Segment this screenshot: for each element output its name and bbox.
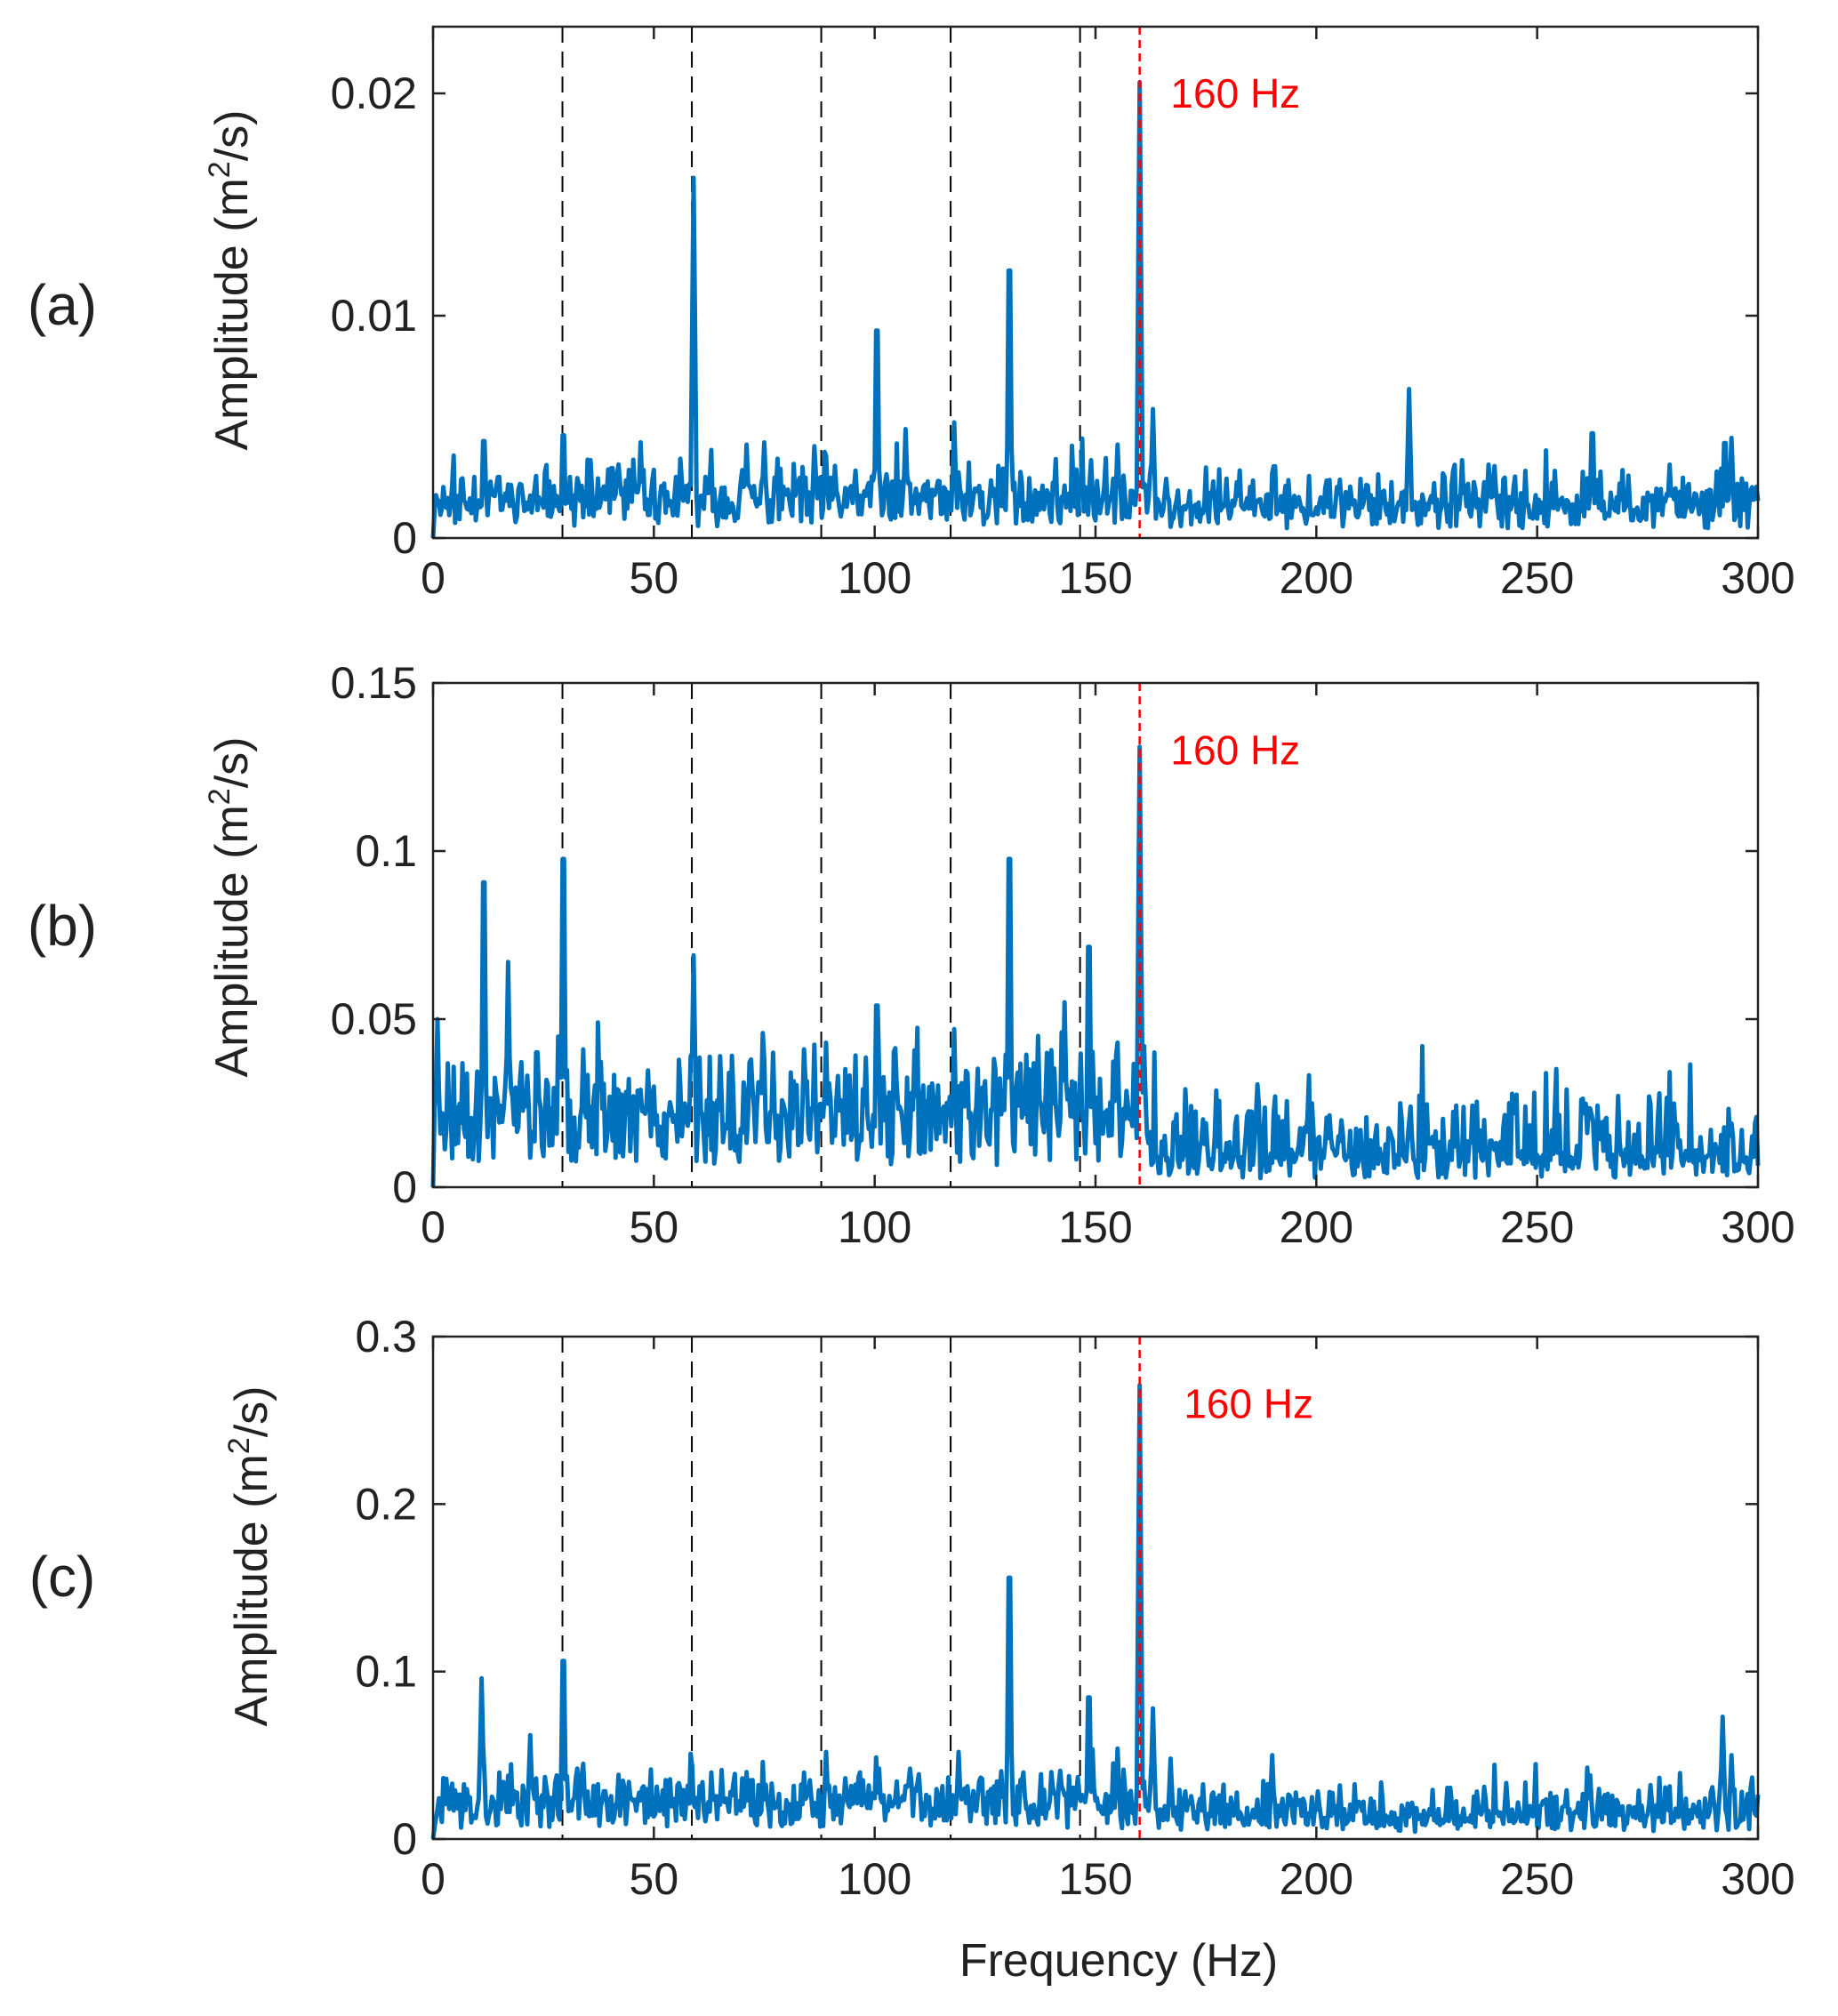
y-tick-label: 0.02 [331, 68, 417, 118]
spectrum-series [430, 1383, 1761, 1840]
x-tick-label: 200 [1280, 1854, 1353, 1904]
x-tick-label: 100 [838, 1854, 911, 1904]
y-tick-label: 0.15 [331, 658, 417, 708]
panel-label: (b) [28, 894, 97, 958]
x-tick-label: 100 [838, 1202, 911, 1252]
y-axis-label: Amplitude (m2/s) [222, 1386, 277, 1727]
x-tick-label: 250 [1500, 553, 1574, 603]
x-tick-label: 0 [421, 1202, 445, 1252]
x-tick-label: 200 [1280, 553, 1353, 603]
peak-annotation: 160 Hz [1170, 727, 1300, 774]
x-tick-label: 250 [1500, 1202, 1574, 1252]
y-tick-label: 0.1 [355, 826, 417, 876]
x-tick-label: 300 [1721, 553, 1794, 603]
x-tick-label: 250 [1500, 1854, 1574, 1904]
y-tick-label: 0 [392, 513, 417, 563]
x-tick-label: 0 [421, 553, 445, 603]
spectrum-series [430, 744, 1761, 1188]
x-tick-label: 50 [630, 1854, 679, 1904]
y-tick-label: 0 [392, 1814, 417, 1864]
x-tick-label: 100 [838, 553, 911, 603]
y-axis-label: Amplitude (m2/s) [203, 737, 258, 1078]
y-tick-label: 0 [392, 1162, 417, 1212]
peak-annotation: 160 Hz [1170, 70, 1300, 116]
x-tick-label: 150 [1058, 1854, 1132, 1904]
panel-c: (c) Amplitude (m2/s) 0 50 100 150 200 250 300 0… [29, 1312, 1795, 1904]
x-tick-label: 150 [1058, 1202, 1132, 1252]
panel-label: (c) [29, 1545, 96, 1609]
x-tick-label: 50 [630, 553, 679, 603]
y-tick-label: 0.05 [331, 994, 417, 1044]
peak-annotation: 160 Hz [1184, 1380, 1313, 1426]
spectrum-series [430, 80, 1761, 539]
x-tick-label: 300 [1721, 1202, 1794, 1252]
y-tick-label: 0.2 [355, 1479, 417, 1529]
y-axis-label: Amplitude (m2/s) [203, 110, 258, 451]
panel-label: (a) [28, 273, 97, 337]
panel-b: (b) Amplitude (m2/s) 0 50 100 150 200 250 300 0… [28, 658, 1795, 1252]
x-tick-label: 0 [421, 1854, 445, 1904]
x-tick-label: 50 [630, 1202, 679, 1252]
x-tick-label: 200 [1280, 1202, 1353, 1252]
x-tick-label: 150 [1058, 553, 1132, 603]
x-axis-label: Frequency (Hz) [959, 1935, 1278, 1987]
y-tick-label: 0.3 [355, 1312, 417, 1361]
plot-frame [431, 1335, 1760, 1841]
y-tick-label: 0.1 [355, 1647, 417, 1697]
x-tick-label: 300 [1721, 1854, 1794, 1904]
panel-a: (a) Amplitude (m2/s) 0 50 100 150 200 250 300 0… [28, 25, 1795, 603]
y-tick-label: 0.01 [331, 291, 417, 341]
